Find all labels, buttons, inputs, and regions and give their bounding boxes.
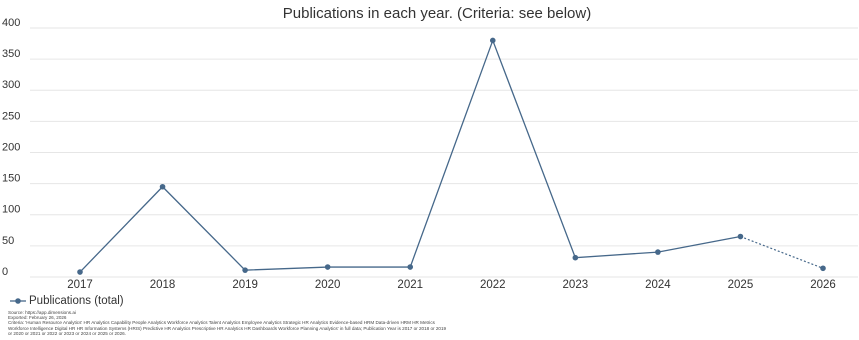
point — [77, 269, 83, 275]
point — [407, 264, 414, 270]
point — [655, 249, 661, 255]
x-tick-label: 2026 — [810, 279, 836, 291]
y-tick-label: 150 — [2, 173, 20, 185]
y-tick-label: 50 — [2, 235, 14, 247]
x-tick-label: 2024 — [645, 279, 671, 291]
legend-label: Publications (total) — [29, 295, 124, 307]
criteria: Criteria: 'Human Resource Analytics' HR … — [8, 320, 447, 336]
y-tick-label: 300 — [2, 79, 20, 91]
y-tick-label: 250 — [2, 110, 20, 122]
y-tick-label: 400 — [2, 17, 20, 29]
y-tick-label: 0 — [2, 266, 8, 278]
x-tick-label: 2023 — [563, 279, 589, 291]
point — [820, 265, 826, 272]
footer: Source: https://app.dimensions.ai Export… — [8, 310, 448, 336]
chart: Publications in each year. (Criteria: se… — [2, 5, 858, 307]
exported: Exported: February 26, 2026 — [8, 315, 67, 321]
x-tick-label: 2019 — [232, 279, 258, 291]
x-tick-label: 2021 — [397, 279, 423, 291]
dotted-line — [740, 235, 824, 269]
x-tick-label: 2017 — [67, 279, 93, 291]
y-tick-label: 200 — [2, 141, 20, 153]
line — [79, 38, 741, 273]
x-tick-label: 2020 — [315, 279, 341, 291]
point — [572, 254, 579, 261]
point — [159, 183, 166, 190]
point — [242, 267, 248, 273]
point — [489, 37, 496, 44]
y-tick-label: 100 — [2, 204, 20, 216]
y-tick-label: 350 — [2, 48, 20, 60]
chart-title: Publications in each year. (Criteria: se… — [283, 5, 591, 22]
x-tick-label: 2025 — [728, 279, 754, 291]
point — [737, 233, 744, 240]
x-tick-label: 2018 — [150, 279, 176, 291]
point — [324, 264, 331, 270]
x-tick-label: 2022 — [480, 279, 506, 291]
legend-marker — [15, 298, 21, 304]
source: Source: https://app.dimensions.ai — [8, 310, 76, 315]
